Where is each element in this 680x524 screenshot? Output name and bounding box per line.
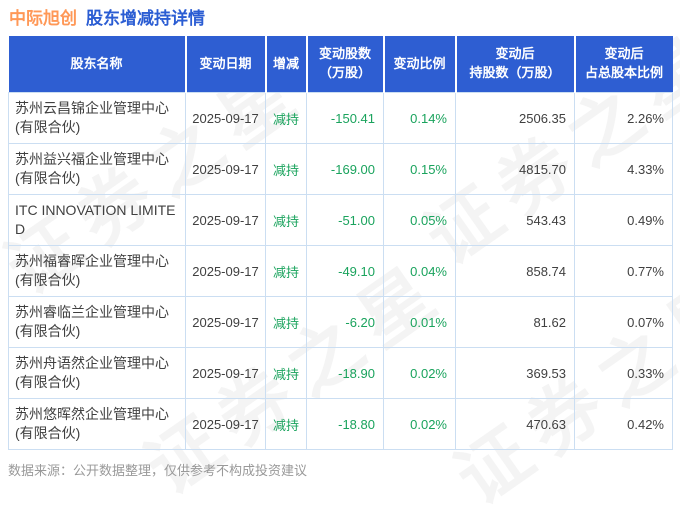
change-shares-cell: -150.41 bbox=[306, 92, 384, 144]
change-date-cell: 2025-09-17 bbox=[185, 398, 266, 450]
page-subtitle: 股东增减持详情 bbox=[86, 9, 205, 28]
shareholder-name-cell: 苏州益兴福企业管理中心(有限合伙) bbox=[8, 143, 186, 195]
direction-cell: 减持 bbox=[265, 296, 307, 348]
col-header-ratio-after: 变动后 占总股本比例 bbox=[573, 36, 673, 93]
table-row: 苏州舟语然企业管理中心(有限合伙) 2025-09-17 减持 -18.90 0… bbox=[8, 347, 673, 399]
table-row: 苏州益兴福企业管理中心(有限合伙) 2025-09-17 减持 -169.00 … bbox=[8, 143, 673, 195]
change-date-cell: 2025-09-17 bbox=[185, 347, 266, 399]
stock-name: 中际旭创 bbox=[9, 9, 77, 28]
shares-after-cell: 543.43 bbox=[455, 194, 575, 246]
ratio-after-cell: 0.77% bbox=[574, 245, 673, 297]
col-header-change-ratio: 变动比例 bbox=[382, 36, 456, 93]
col-header-direction: 增减 bbox=[264, 36, 307, 93]
shareholder-name-cell: 苏州云昌锦企业管理中心(有限合伙) bbox=[8, 92, 186, 144]
shares-after-cell: 369.53 bbox=[455, 347, 575, 399]
shareholder-name-cell: 苏州舟语然企业管理中心(有限合伙) bbox=[8, 347, 186, 399]
shares-after-cell: 4815.70 bbox=[455, 143, 575, 195]
change-date-cell: 2025-09-17 bbox=[185, 92, 266, 144]
change-shares-cell: -49.10 bbox=[306, 245, 384, 297]
col-header-change-date: 变动日期 bbox=[184, 36, 266, 93]
shares-after-cell: 470.63 bbox=[455, 398, 575, 450]
ratio-after-cell: 2.26% bbox=[574, 92, 673, 144]
col-header-shareholder-name: 股东名称 bbox=[8, 36, 186, 93]
change-ratio-cell: 0.04% bbox=[383, 245, 456, 297]
change-date-cell: 2025-09-17 bbox=[185, 296, 266, 348]
shareholder-change-table: 股东名称 变动日期 增减 变动股数 （万股） 变动比例 变动后 持股数（万股） … bbox=[8, 36, 673, 450]
shareholder-name-cell: 苏州睿临兰企业管理中心(有限合伙) bbox=[8, 296, 186, 348]
change-ratio-cell: 0.05% bbox=[383, 194, 456, 246]
direction-cell: 减持 bbox=[265, 194, 307, 246]
change-shares-cell: -18.80 bbox=[306, 398, 384, 450]
data-source-note: 数据来源：公开数据整理，仅供参考不构成投资建议 bbox=[8, 463, 308, 478]
table-row: 苏州福睿晖企业管理中心(有限合伙) 2025-09-17 减持 -49.10 0… bbox=[8, 245, 673, 297]
table-row: 苏州睿临兰企业管理中心(有限合伙) 2025-09-17 减持 -6.20 0.… bbox=[8, 296, 673, 348]
direction-cell: 减持 bbox=[265, 143, 307, 195]
shareholder-name-cell: 苏州悠晖然企业管理中心(有限合伙) bbox=[8, 398, 186, 450]
table-row: ITC INNOVATION LIMITED 2025-09-17 减持 -51… bbox=[8, 194, 673, 246]
change-date-cell: 2025-09-17 bbox=[185, 245, 266, 297]
direction-cell: 减持 bbox=[265, 347, 307, 399]
direction-cell: 减持 bbox=[265, 92, 307, 144]
ratio-after-cell: 0.49% bbox=[574, 194, 673, 246]
table-row: 苏州悠晖然企业管理中心(有限合伙) 2025-09-17 减持 -18.80 0… bbox=[8, 398, 673, 450]
ratio-after-cell: 0.42% bbox=[574, 398, 673, 450]
shareholder-name-cell: ITC INNOVATION LIMITED bbox=[8, 194, 186, 246]
change-ratio-cell: 0.15% bbox=[383, 143, 456, 195]
change-ratio-cell: 0.02% bbox=[383, 398, 456, 450]
change-ratio-cell: 0.01% bbox=[383, 296, 456, 348]
change-date-cell: 2025-09-17 bbox=[185, 194, 266, 246]
shares-after-cell: 2506.35 bbox=[455, 92, 575, 144]
change-shares-cell: -18.90 bbox=[306, 347, 384, 399]
shares-after-cell: 858.74 bbox=[455, 245, 575, 297]
table-row: 苏州云昌锦企业管理中心(有限合伙) 2025-09-17 减持 -150.41 … bbox=[8, 92, 673, 144]
direction-cell: 减持 bbox=[265, 245, 307, 297]
change-ratio-cell: 0.02% bbox=[383, 347, 456, 399]
ratio-after-cell: 0.33% bbox=[574, 347, 673, 399]
change-shares-cell: -6.20 bbox=[306, 296, 384, 348]
change-shares-cell: -51.00 bbox=[306, 194, 384, 246]
change-shares-cell: -169.00 bbox=[306, 143, 384, 195]
direction-cell: 减持 bbox=[265, 398, 307, 450]
col-header-change-shares: 变动股数 （万股） bbox=[305, 36, 384, 93]
col-header-shares-after: 变动后 持股数（万股） bbox=[454, 36, 575, 93]
shareholder-name-cell: 苏州福睿晖企业管理中心(有限合伙) bbox=[8, 245, 186, 297]
page-title: 中际旭创 股东增减持详情 bbox=[0, 0, 680, 30]
ratio-after-cell: 0.07% bbox=[574, 296, 673, 348]
table-header-row: 股东名称 变动日期 增减 变动股数 （万股） 变动比例 变动后 持股数（万股） … bbox=[8, 36, 673, 93]
ratio-after-cell: 4.33% bbox=[574, 143, 673, 195]
shares-after-cell: 81.62 bbox=[455, 296, 575, 348]
change-ratio-cell: 0.14% bbox=[383, 92, 456, 144]
change-date-cell: 2025-09-17 bbox=[185, 143, 266, 195]
